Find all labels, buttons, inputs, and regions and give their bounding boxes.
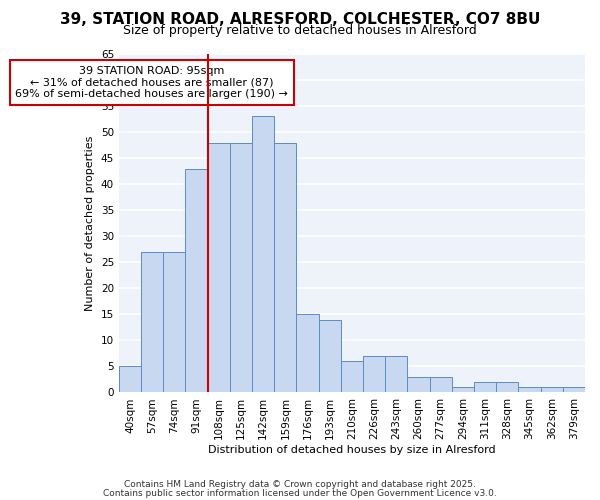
Bar bbox=[208, 142, 230, 392]
Bar bbox=[407, 377, 430, 392]
X-axis label: Distribution of detached houses by size in Alresford: Distribution of detached houses by size … bbox=[208, 445, 496, 455]
Bar bbox=[252, 116, 274, 392]
Text: 39 STATION ROAD: 95sqm
← 31% of detached houses are smaller (87)
69% of semi-det: 39 STATION ROAD: 95sqm ← 31% of detached… bbox=[15, 66, 288, 99]
Bar bbox=[385, 356, 407, 393]
Bar bbox=[563, 388, 585, 392]
Bar bbox=[518, 388, 541, 392]
Bar bbox=[341, 361, 363, 392]
Text: 39, STATION ROAD, ALRESFORD, COLCHESTER, CO7 8BU: 39, STATION ROAD, ALRESFORD, COLCHESTER,… bbox=[60, 12, 540, 28]
Bar bbox=[452, 388, 474, 392]
Bar bbox=[141, 252, 163, 392]
Text: Contains public sector information licensed under the Open Government Licence v3: Contains public sector information licen… bbox=[103, 488, 497, 498]
Bar bbox=[430, 377, 452, 392]
Bar bbox=[185, 168, 208, 392]
Bar bbox=[119, 366, 141, 392]
Bar bbox=[363, 356, 385, 393]
Bar bbox=[230, 142, 252, 392]
Text: Size of property relative to detached houses in Alresford: Size of property relative to detached ho… bbox=[123, 24, 477, 37]
Bar bbox=[163, 252, 185, 392]
Y-axis label: Number of detached properties: Number of detached properties bbox=[85, 136, 95, 311]
Bar bbox=[474, 382, 496, 392]
Bar bbox=[319, 320, 341, 392]
Bar bbox=[541, 388, 563, 392]
Bar bbox=[274, 142, 296, 392]
Bar bbox=[296, 314, 319, 392]
Text: Contains HM Land Registry data © Crown copyright and database right 2025.: Contains HM Land Registry data © Crown c… bbox=[124, 480, 476, 489]
Bar bbox=[496, 382, 518, 392]
